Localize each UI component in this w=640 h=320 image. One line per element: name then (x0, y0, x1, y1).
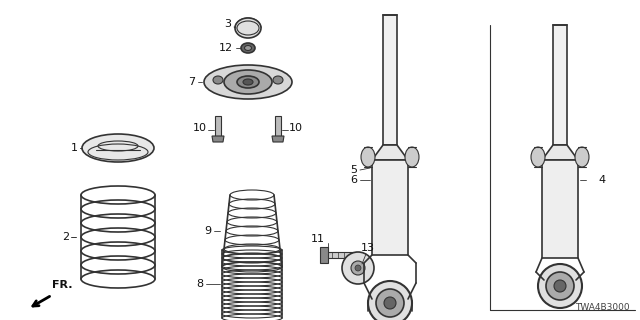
Polygon shape (372, 160, 408, 255)
Text: 6: 6 (351, 175, 358, 185)
Ellipse shape (273, 76, 283, 84)
Text: 3: 3 (225, 19, 232, 29)
Circle shape (554, 280, 566, 292)
Ellipse shape (405, 147, 419, 167)
Polygon shape (553, 25, 567, 145)
Circle shape (351, 261, 365, 275)
Ellipse shape (224, 70, 272, 94)
Circle shape (342, 252, 374, 284)
Text: 10: 10 (289, 123, 303, 133)
Text: 8: 8 (196, 279, 204, 289)
Text: 2: 2 (63, 232, 70, 242)
Ellipse shape (82, 134, 154, 162)
Ellipse shape (243, 79, 253, 85)
Ellipse shape (241, 43, 255, 53)
Text: 4: 4 (598, 175, 605, 185)
Circle shape (538, 264, 582, 308)
Ellipse shape (244, 45, 252, 51)
Polygon shape (275, 116, 281, 136)
Ellipse shape (235, 18, 261, 38)
Text: 12: 12 (219, 43, 233, 53)
Polygon shape (383, 15, 397, 145)
Ellipse shape (361, 147, 375, 167)
Polygon shape (272, 136, 284, 142)
Polygon shape (320, 247, 328, 263)
Text: 5: 5 (351, 165, 358, 175)
Text: FR.: FR. (52, 280, 72, 290)
Circle shape (546, 272, 574, 300)
Circle shape (355, 265, 361, 271)
Text: 11: 11 (311, 234, 325, 244)
Polygon shape (542, 145, 578, 160)
Ellipse shape (237, 76, 259, 88)
Polygon shape (212, 136, 224, 142)
Polygon shape (324, 252, 356, 258)
Circle shape (376, 289, 404, 317)
Ellipse shape (531, 147, 545, 167)
Circle shape (384, 297, 396, 309)
Text: 1: 1 (70, 143, 77, 153)
Ellipse shape (204, 65, 292, 99)
Polygon shape (215, 116, 221, 136)
Circle shape (368, 281, 412, 320)
Text: TWA4B3000: TWA4B3000 (575, 303, 630, 312)
Polygon shape (542, 160, 578, 258)
Polygon shape (372, 145, 408, 160)
Text: 9: 9 (204, 226, 212, 236)
Ellipse shape (575, 147, 589, 167)
Text: 10: 10 (193, 123, 207, 133)
Ellipse shape (213, 76, 223, 84)
Text: 7: 7 (188, 77, 196, 87)
Text: 13: 13 (361, 243, 375, 253)
